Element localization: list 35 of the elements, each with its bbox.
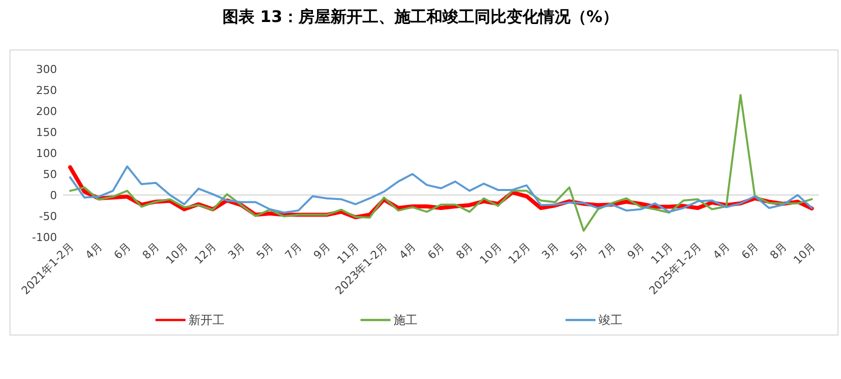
y-tick-label: 100 bbox=[36, 147, 57, 160]
x-tick-label: 3月 bbox=[226, 240, 248, 262]
x-tick-label: 7月 bbox=[596, 240, 618, 262]
y-tick-label: 0 bbox=[50, 189, 57, 202]
x-tick-label: 5月 bbox=[254, 240, 276, 262]
x-tick-label: 6月 bbox=[739, 240, 761, 262]
y-tick-label: 50 bbox=[43, 168, 57, 181]
x-tick-label: 6月 bbox=[111, 240, 134, 262]
y-tick-label: 250 bbox=[36, 84, 57, 97]
y-tick-label: -100 bbox=[32, 231, 57, 244]
x-tick-label: 5月 bbox=[568, 240, 590, 262]
x-tick-label: 10月 bbox=[163, 240, 190, 267]
x-tick-label: 7月 bbox=[282, 240, 304, 262]
x-tick-label: 12月 bbox=[192, 240, 219, 267]
x-tick-label: 4月 bbox=[82, 240, 105, 262]
chart-title: 图表 13：房屋新开工、施工和竣工同比变化情况（%） bbox=[222, 7, 618, 26]
x-tick-label: 10月 bbox=[791, 240, 818, 267]
x-tick-label: 9月 bbox=[624, 240, 647, 262]
y-tick-label: 150 bbox=[36, 126, 57, 139]
x-tick-label: 9月 bbox=[311, 240, 334, 262]
x-tick-label: 6月 bbox=[425, 240, 448, 262]
legend-label: 竣工 bbox=[598, 313, 622, 327]
y-tick-label: 300 bbox=[36, 63, 57, 76]
y-tick-label: -50 bbox=[39, 210, 57, 223]
x-tick-label: 4月 bbox=[396, 240, 419, 262]
x-tick-label: 3月 bbox=[539, 240, 562, 262]
legend-label: 新开工 bbox=[188, 313, 224, 327]
y-tick-label: 200 bbox=[36, 105, 57, 118]
x-tick-label: 8月 bbox=[140, 240, 162, 262]
x-tick-label: 10月 bbox=[477, 240, 504, 267]
x-tick-label: 8月 bbox=[768, 240, 790, 262]
legend-label: 施工 bbox=[394, 313, 418, 327]
x-tick-label: 12月 bbox=[506, 240, 533, 267]
x-tick-label: 8月 bbox=[454, 240, 476, 262]
x-tick-label: 4月 bbox=[710, 240, 732, 262]
